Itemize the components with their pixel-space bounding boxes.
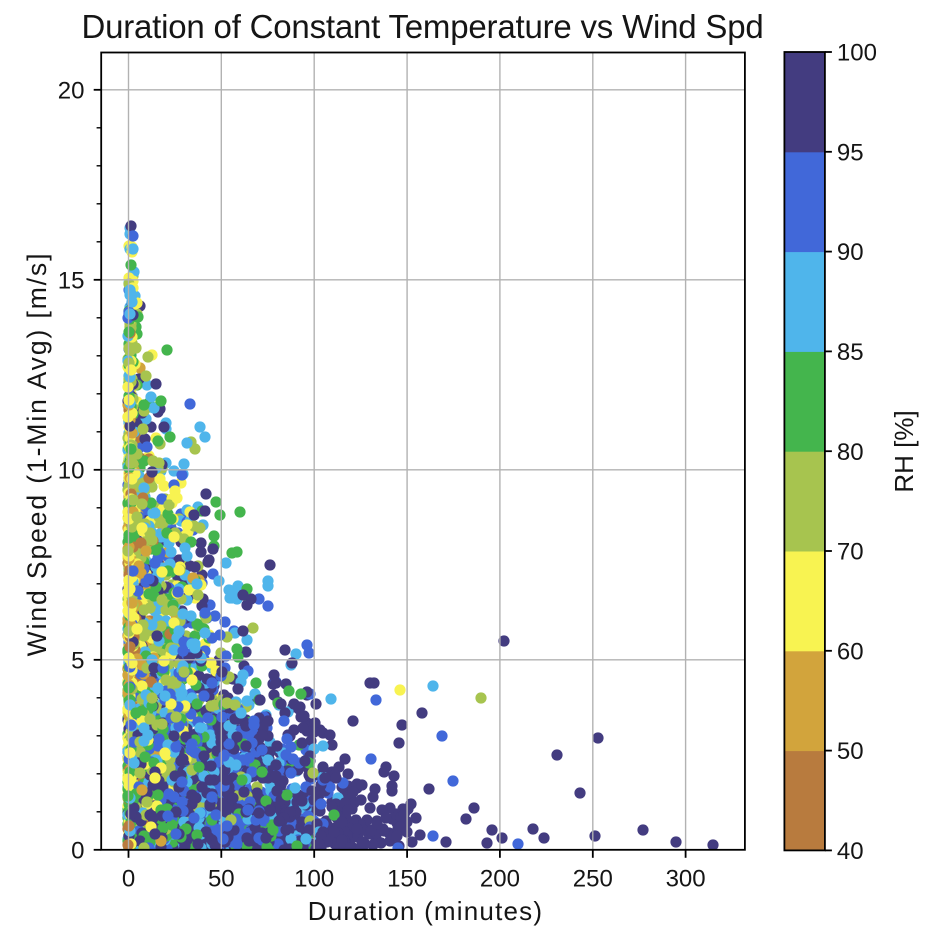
svg-text:70: 70 xyxy=(837,539,864,566)
svg-text:50: 50 xyxy=(208,866,235,893)
svg-text:40: 40 xyxy=(837,838,864,865)
svg-text:95: 95 xyxy=(837,139,864,166)
svg-text:0: 0 xyxy=(71,837,84,864)
svg-text:0: 0 xyxy=(122,866,135,893)
svg-text:85: 85 xyxy=(837,339,864,366)
svg-text:300: 300 xyxy=(666,866,706,893)
svg-text:250: 250 xyxy=(573,866,613,893)
svg-text:Duration (minutes): Duration (minutes) xyxy=(308,896,543,926)
svg-text:200: 200 xyxy=(480,866,520,893)
svg-text:Wind Speed (1-Min Avg) [m/s]: Wind Speed (1-Min Avg) [m/s] xyxy=(22,252,52,657)
svg-text:60: 60 xyxy=(837,638,864,665)
svg-text:10: 10 xyxy=(58,457,85,484)
svg-text:50: 50 xyxy=(837,738,864,765)
svg-text:80: 80 xyxy=(837,439,864,466)
svg-text:Duration of Constant Temperatu: Duration of Constant Temperature vs Wind… xyxy=(81,8,763,45)
svg-text:RH [%]: RH [%] xyxy=(889,410,919,492)
svg-text:5: 5 xyxy=(71,647,84,674)
svg-text:100: 100 xyxy=(837,40,877,67)
svg-text:20: 20 xyxy=(58,77,85,104)
svg-text:15: 15 xyxy=(58,267,85,294)
svg-text:90: 90 xyxy=(837,239,864,266)
svg-text:100: 100 xyxy=(294,866,334,893)
svg-text:150: 150 xyxy=(387,866,427,893)
